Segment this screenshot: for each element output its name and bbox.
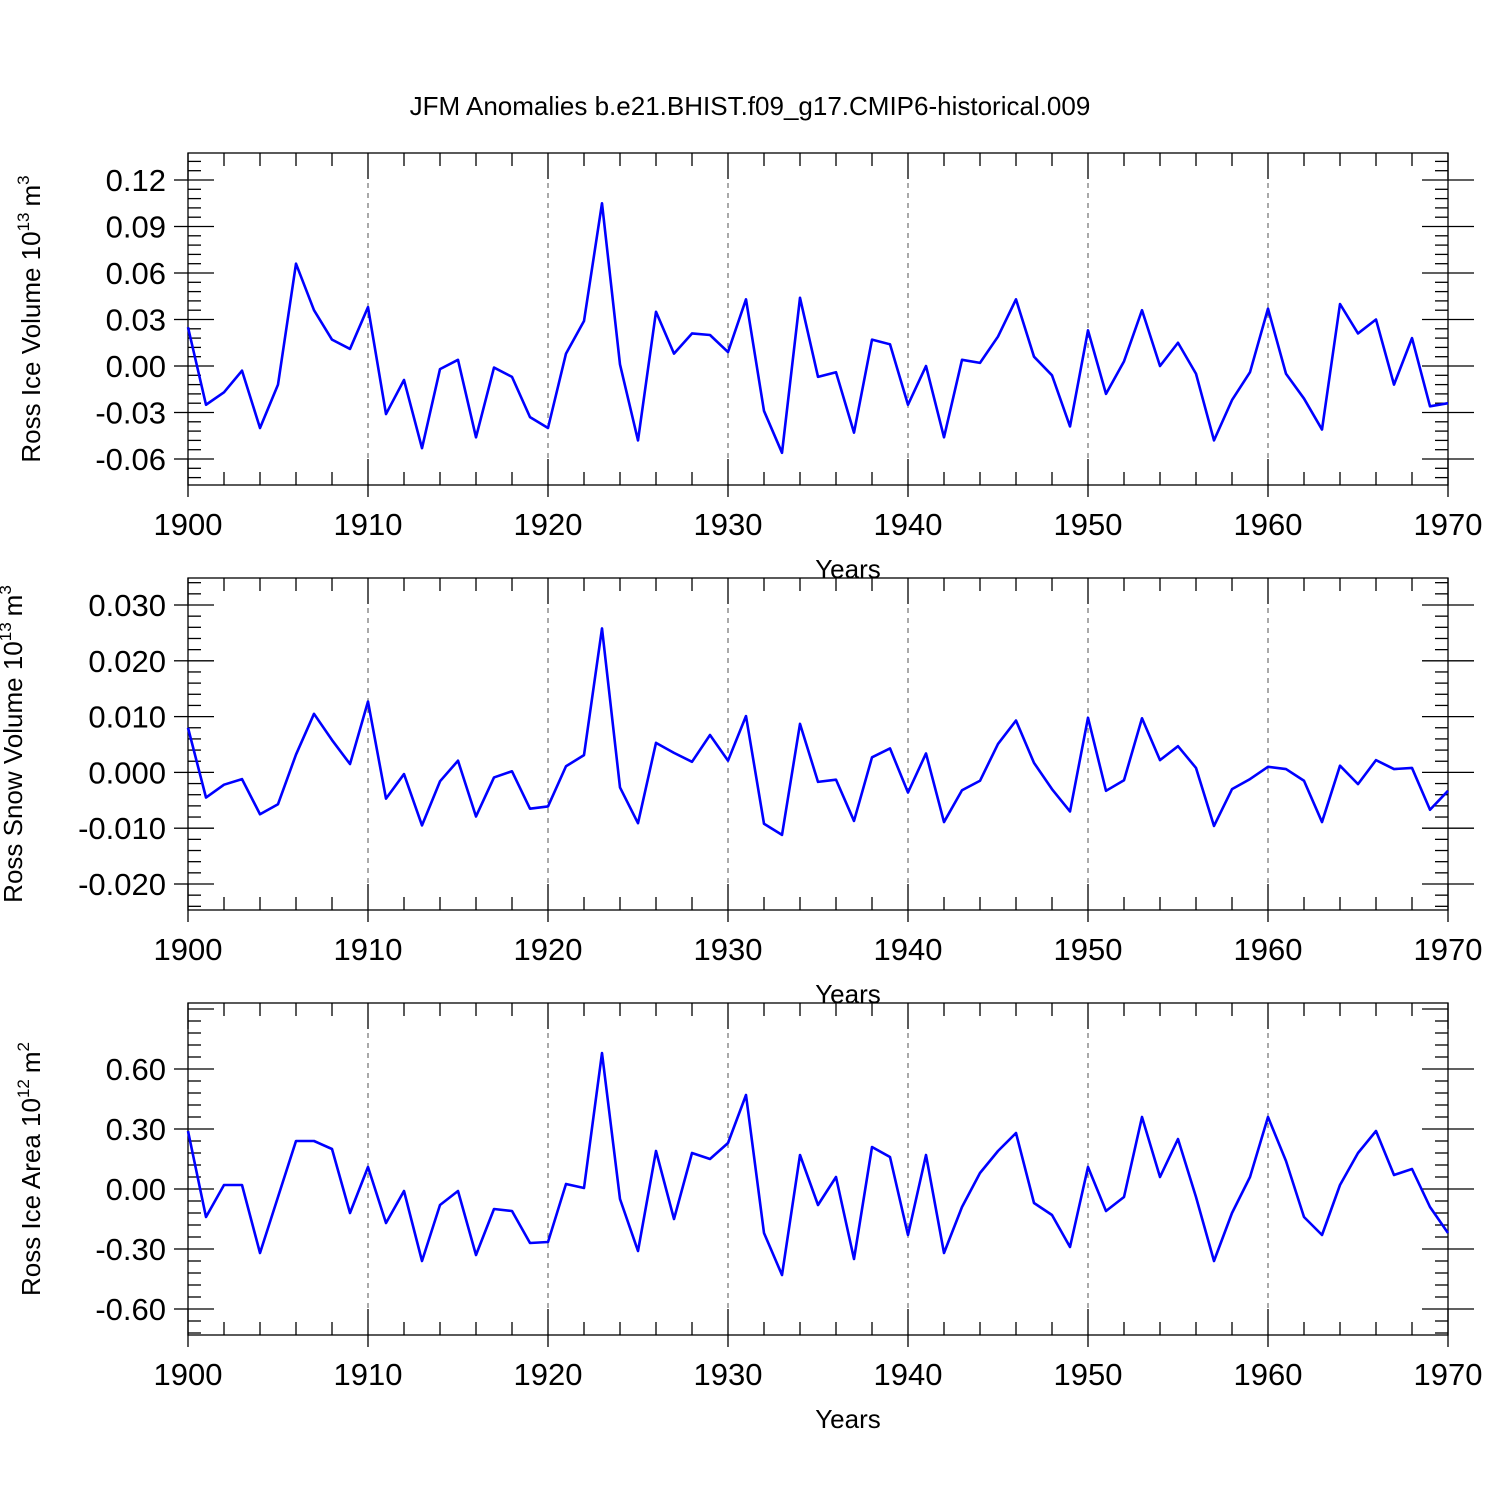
y-tick-label: -0.30	[95, 1232, 166, 1267]
y-axis-label: Ross Snow Volume 1013 m3	[0, 585, 28, 903]
y-tick-label: 0.000	[88, 755, 166, 790]
panel-snow-volume: 0.030 0.020 0.010 0.000 -0.010 -0.020 1900 1910…	[0, 577, 1483, 1009]
y-tick-label: 0.60	[106, 1052, 166, 1087]
y-tick-label: 0.00	[106, 1172, 166, 1207]
y-axis-label-unit: m	[16, 1051, 46, 1073]
x-tick-label: 1970	[1414, 507, 1483, 542]
y-tick-label: 0.06	[106, 256, 166, 291]
y-tick-label: 0.03	[106, 303, 166, 338]
plot-frame	[187, 577, 1449, 911]
figure-title: JFM Anomalies b.e21.BHIST.f09_g17.CMIP6-…	[410, 91, 1091, 121]
panel-ice-area: 0.60 0.30 0.00 -0.30 -0.60 1900 1910 1920 1930 19…	[14, 1002, 1483, 1434]
y-tick-label: 0.020	[88, 644, 166, 679]
y-axis-label-unit-exp: 2	[14, 1042, 33, 1051]
y-tick-label: 0.030	[88, 588, 166, 623]
x-axis-label: Years	[815, 979, 881, 1009]
x-tick-label: 1910	[334, 932, 403, 967]
x-tick-label: 1960	[1234, 1357, 1303, 1392]
x-tick-label: 1920	[514, 932, 583, 967]
y-tick-label: 0.09	[106, 210, 166, 245]
y-axis-label-exp: 12	[14, 1079, 33, 1098]
x-tick-label: 1900	[154, 1357, 223, 1392]
y-axis-label-text: Ross Ice Volume 10	[16, 231, 46, 462]
x-tick-label: 1930	[694, 1357, 763, 1392]
x-tick-label: 1920	[514, 1357, 583, 1392]
y-tick-label: -0.06	[95, 442, 166, 477]
x-tick-label: 1930	[694, 932, 763, 967]
y-axis-label-unit: m	[16, 185, 46, 207]
y-tick-label: -0.020	[78, 867, 166, 902]
x-tick-label: 1910	[334, 507, 403, 542]
x-tick-label: 1970	[1414, 1357, 1483, 1392]
x-tick-label: 1940	[874, 932, 943, 967]
y-axis-label-exp: 13	[0, 622, 15, 641]
y-axis-label: Ross Ice Volume 1013 m3	[14, 175, 46, 462]
y-axis-label-text: Ross Snow Volume 10	[0, 641, 28, 903]
x-tick-label: 1950	[1054, 507, 1123, 542]
y-tick-label: 0.30	[106, 1112, 166, 1147]
series-line	[186, 627, 1449, 837]
series-line	[186, 1051, 1450, 1277]
x-tick-label: 1900	[154, 507, 223, 542]
y-tick-label: 0.12	[106, 163, 166, 198]
y-axis-label-exp: 13	[14, 212, 33, 231]
x-tick-label: 1960	[1234, 507, 1303, 542]
y-tick-label: -0.010	[78, 811, 166, 846]
y-tick-label: 0.010	[88, 700, 166, 735]
y-axis-label-text: Ross Ice Area 10	[16, 1098, 46, 1296]
y-axis-label-unit-exp: 3	[0, 585, 15, 594]
x-tick-label: 1940	[874, 507, 943, 542]
y-axis-label: Ross Ice Area 1012 m2	[14, 1042, 46, 1296]
y-axis-label-unit: m	[0, 595, 28, 617]
plot-frame	[187, 1002, 1449, 1336]
y-tick-label: -0.60	[95, 1292, 166, 1327]
x-tick-label: 1970	[1414, 932, 1483, 967]
y-axis-label-unit-exp: 3	[14, 175, 33, 184]
x-tick-label: 1960	[1234, 932, 1303, 967]
x-axis-label: Years	[815, 1404, 881, 1434]
x-tick-label: 1900	[154, 932, 223, 967]
series-line	[186, 201, 1449, 455]
x-tick-label: 1950	[1054, 932, 1123, 967]
x-tick-label: 1940	[874, 1357, 943, 1392]
x-axis-label: Years	[815, 554, 881, 584]
x-tick-label: 1920	[514, 507, 583, 542]
x-tick-label: 1930	[694, 507, 763, 542]
panel-ice-volume: 0.12 0.09 0.06 0.03 0.00 -0.03 -0.06 1900 1910 19…	[14, 152, 1483, 584]
x-tick-label: 1910	[334, 1357, 403, 1392]
x-tick-label: 1950	[1054, 1357, 1123, 1392]
y-tick-label: -0.03	[95, 396, 166, 431]
y-tick-label: 0.00	[106, 349, 166, 384]
plot-frame	[187, 152, 1449, 486]
